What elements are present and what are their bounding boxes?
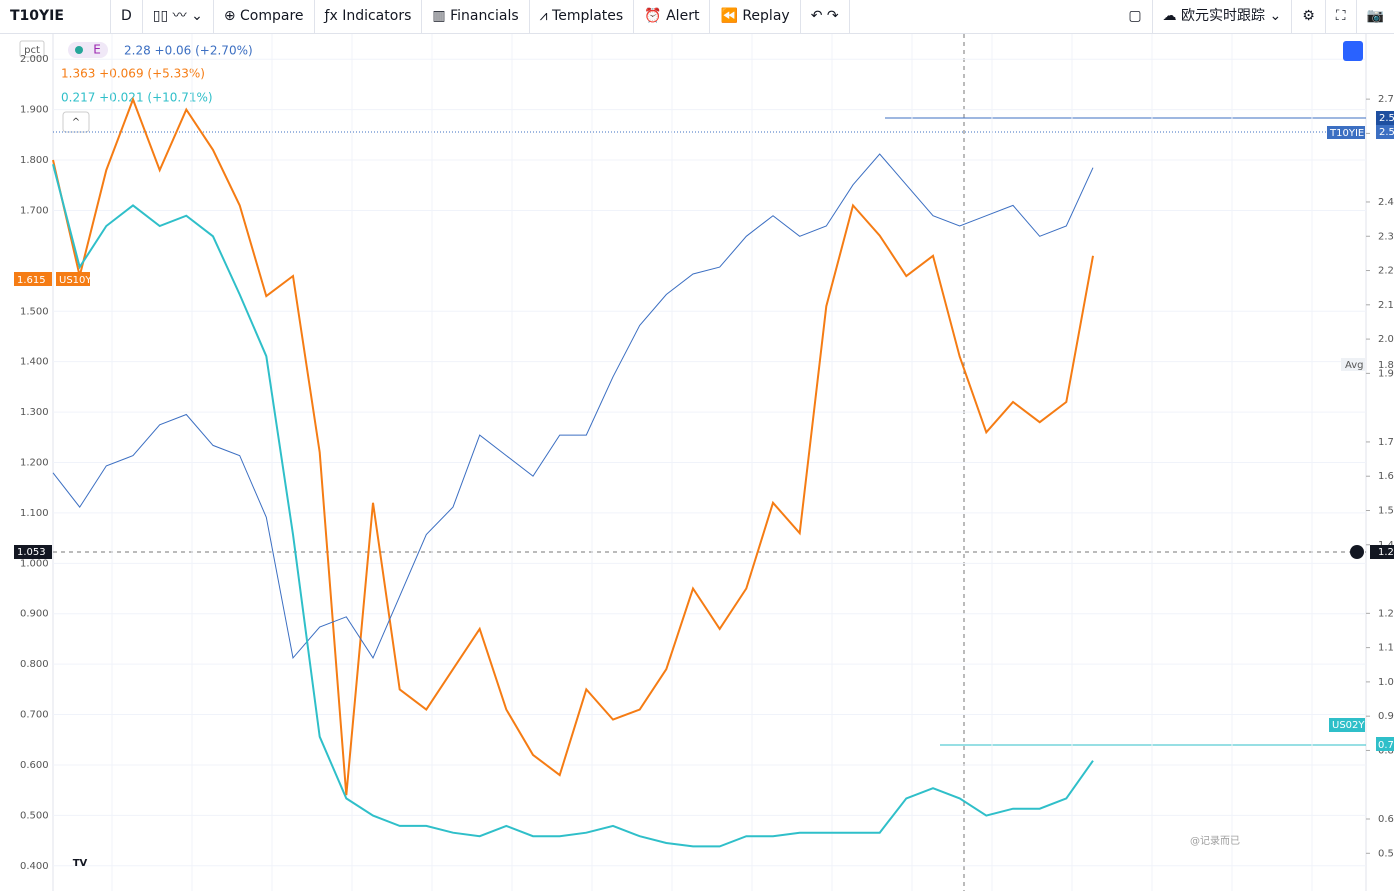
watermark: @记录而已 (1190, 835, 1240, 847)
y2-tick-label: 2.20 (1378, 266, 1394, 277)
replay[interactable]: ⏪ Replay (710, 0, 801, 33)
y-tick-label: 1.800 (20, 155, 49, 166)
y-tick-label: 1.700 (20, 205, 49, 216)
y-tick-label: 0.900 (20, 609, 49, 620)
watchlist-label: 欧元实时跟踪 (1181, 8, 1265, 24)
pct-box[interactable] (19, 40, 45, 58)
y-tick-label: 1.200 (20, 458, 49, 469)
price-tag-text: 2.54 (1379, 113, 1394, 124)
watchlist[interactable]: ☁ 欧元实时跟踪 ⌄ (1153, 0, 1293, 33)
snapshot[interactable]: 📷 (1366, 8, 1384, 24)
chart: pct E 2.28 +0.06 (+2.70%) 1.363 +0.069 (… (14, 34, 1394, 891)
templates[interactable]: ⩘ Templates (530, 0, 635, 33)
symbol-tag (1329, 718, 1365, 732)
avg-tag-text: Avg (1345, 360, 1364, 371)
y-tick-label: 0.400 (20, 861, 49, 872)
crosshair-tag (14, 545, 52, 559)
y-tick-label: 0.800 (20, 659, 49, 670)
compare[interactable]: ⊕ Compare (214, 0, 315, 33)
marks: 0.4000.5000.6000.7000.8000.9001.0001.100… (20, 34, 1394, 891)
series-line (52, 164, 1094, 848)
y-tick-label: 1.500 (20, 306, 49, 317)
indicators[interactable]: ƒx Indicators (315, 0, 423, 33)
symbol[interactable]: T10YIE (0, 0, 111, 33)
y2-tick-label: 1.50 (1378, 505, 1394, 516)
compare-label: Compare (240, 8, 304, 24)
legend-row: 2.28 +0.06 (+2.70%) (124, 44, 253, 58)
y-tick-label: 2.000 (20, 54, 49, 65)
badge-dot (75, 46, 83, 54)
badge-bg (68, 42, 108, 58)
price-tag-text: 2.50 (1379, 127, 1394, 138)
toolbar: T10YIE D ▯▯ 〰 ⌄ ⊕ Compare ƒx Indicators … (0, 0, 1394, 34)
alert-label: Alert (666, 8, 700, 24)
price-tag-text: 1.615 (17, 275, 46, 286)
y2-tick-label: 1.10 (1378, 643, 1394, 654)
symbol-tag-text: US10Y (59, 275, 92, 286)
logo: TV (73, 858, 88, 869)
price-tag (1376, 737, 1394, 751)
y2-tick-label: 0.50 (1378, 848, 1394, 859)
y-tick-label: 0.500 (20, 810, 49, 821)
symbol-tag-text: T10YIE (1329, 128, 1364, 139)
legend-row: 1.363 +0.069 (+5.33%) (61, 67, 205, 81)
y-tick-label: 1.900 (20, 105, 49, 116)
undo-redo[interactable]: ↶ ↷ (801, 0, 850, 33)
fullscreen[interactable]: ⛶ (1326, 0, 1357, 33)
interval[interactable]: D (111, 0, 143, 33)
symbol-tag-text: US02Y (1332, 720, 1365, 731)
y2-tick-label: 1.60 (1378, 471, 1394, 482)
y-tick-label: 1.400 (20, 357, 49, 368)
crosshair-tag (1370, 545, 1394, 559)
replay-label: Replay (742, 8, 790, 24)
y2-tick-label: 1.70 (1378, 437, 1394, 448)
series-line (52, 96, 1094, 796)
pct-label: pct (24, 45, 40, 56)
y2-tick-label: 1.90 (1378, 368, 1394, 379)
y2-tick-label: 1.20 (1378, 608, 1394, 619)
price-tag (1376, 125, 1394, 139)
y2-tick-label: 0.60 (1378, 814, 1394, 825)
crosshair-plus[interactable] (1350, 545, 1364, 559)
y2-tick-label: 2.40 (1378, 197, 1394, 208)
series-line (52, 153, 1094, 660)
price-tag (14, 272, 52, 286)
y-tick-label: 0.700 (20, 710, 49, 721)
financials-label: Financials (450, 8, 519, 24)
y-tick-label: 1.300 (20, 407, 49, 418)
y-tick-label: 0.600 (20, 760, 49, 771)
financials[interactable]: ▥ Financials (422, 0, 530, 33)
chart-style[interactable]: ▯▯ 〰 ⌄ (143, 0, 214, 33)
collapse-icon: ^ (72, 117, 80, 128)
collapse-button[interactable] (62, 111, 90, 133)
avg-tag (1341, 358, 1365, 371)
templates-label: Templates (552, 8, 624, 24)
price-tag (1376, 111, 1394, 125)
avg-value: 1.82 (1378, 360, 1394, 371)
badge: E (93, 43, 101, 57)
crosshair-tag-text: 1.053 (17, 547, 46, 558)
indicators-label: Indicators (342, 8, 412, 24)
y2-tick-label: 2.70 (1378, 94, 1394, 105)
y2-tick-label: 2.30 (1378, 231, 1394, 242)
y2-tick-label: 1.00 (1378, 677, 1394, 688)
y2-tick-label: 0.90 (1378, 711, 1394, 722)
symbol-tag (56, 272, 90, 286)
price-tag-text: 0.77 (1378, 740, 1394, 751)
symbol-tag (1327, 126, 1365, 139)
settings[interactable]: ⚙ (1292, 0, 1326, 33)
y2-tick-label: 2.00 (1378, 334, 1394, 345)
crosshair-tag-text: 1.27 (1378, 547, 1394, 558)
legend-row: 0.217 +0.021 (+10.71%) (61, 91, 213, 105)
y-tick-label: 1.100 (20, 508, 49, 519)
alert[interactable]: ⏰ Alert (634, 0, 711, 33)
y2-tick-label: 2.10 (1378, 300, 1394, 311)
auto-scale-button[interactable] (1343, 41, 1363, 61)
layout[interactable]: ▢ (1118, 0, 1153, 33)
y-tick-label: 1.000 (20, 558, 49, 569)
